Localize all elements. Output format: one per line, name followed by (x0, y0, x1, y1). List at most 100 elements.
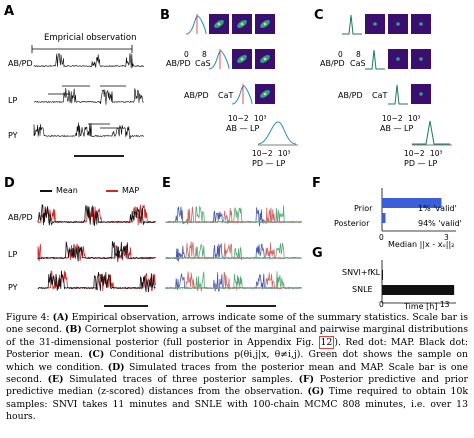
caption-fig-label: Figure 4: (6, 312, 50, 323)
marginal-1 (365, 49, 385, 70)
panel-g-bar-chart (381, 260, 456, 304)
panel-a-trace-label-py: PY (8, 131, 18, 140)
panel-c-param-abpd: AB/PD (320, 59, 345, 68)
panel-c-xlabel-ablp: AB — LP (380, 124, 414, 133)
trace-lp (33, 87, 145, 105)
sample-2-py (165, 271, 302, 292)
caption-c-text: Conditional distributions p(θi,j|x, θ≠i,… (6, 349, 468, 373)
panel-b-param-abpd: AB/PD (166, 59, 191, 68)
trace-mean-py (37, 270, 156, 293)
panel-b-xtick-high-2: 10³ (278, 149, 291, 158)
panel-b-tick-0: 0 (184, 50, 189, 59)
bottom-marginal-curve (412, 120, 450, 145)
panel-c-tick-8: 8 (356, 50, 361, 59)
panel-g-bar-1 (382, 285, 455, 295)
panel-f-category-posterior: Posterior (334, 219, 370, 228)
figure-caption: Figure 4: (A) Empirical observation, arr… (6, 312, 468, 424)
panel-letter-a: A (4, 4, 15, 19)
panel-c-param-abpd-2: AB/PD (338, 91, 363, 100)
trace-mean-lp (37, 241, 156, 262)
caption-a-text: Empirical observation, arrows indicate s… (6, 312, 468, 336)
panel-d-trace-label-abpd: AB/PD (8, 213, 33, 222)
panel-g-xlabel: Time [h] (404, 302, 438, 311)
panel-b-xlabel-pdlp: PD — LP (252, 159, 286, 168)
panel-a-title: Empricial observation (44, 33, 137, 43)
sample-2-lp (165, 242, 302, 261)
panel-b-param-abpd-2: AB/PD (184, 91, 209, 100)
density-core-2-3 (263, 92, 267, 96)
bottom-marginal-curve (257, 121, 297, 145)
panel-letter-d: D (4, 176, 15, 191)
caption-a-tag: (A) (52, 312, 69, 323)
caption-b-ref-link[interactable]: 12 (318, 335, 335, 349)
panel-g-category-snvi: SNVI+fKL (342, 268, 381, 277)
caption-f-tag: (F) (298, 374, 315, 386)
panel-c-xtick-high-2: 10³ (430, 149, 443, 158)
panel-d-simulated-traces (37, 203, 156, 307)
density-core-1-3 (263, 57, 267, 61)
panel-letter-b: B (160, 8, 170, 23)
caption-b-tag: (B) (65, 324, 82, 336)
panel-f-category-prior: Prior (354, 204, 373, 213)
panel-b-param-cat: CaT (218, 91, 234, 100)
panel-letter-f: F (312, 176, 321, 191)
caption-d-text: Simulated traces from the posterior mean… (6, 361, 468, 386)
panel-c-xtick-low-2: 10−2 (404, 149, 425, 158)
caption-b-text: Cornerplot showing a subset of the margi… (6, 324, 468, 348)
panel-b-xtick-low-1: 10−2 (228, 114, 249, 123)
marginal-2 (231, 85, 253, 105)
caption-d-tag: (D) (107, 361, 125, 373)
caption-c-tag: (C) (88, 349, 105, 361)
marginal-0 (342, 14, 362, 35)
panel-c-conditionals (342, 14, 431, 105)
panel-f-xtick-3: 3 (444, 233, 449, 242)
panel-d-trace-label-lp: LP (8, 250, 18, 259)
panel-c-param-cas: CaS (350, 59, 366, 68)
density-core-1-2 (240, 57, 244, 61)
density-core-0-1 (217, 22, 221, 26)
cond-dot-0-2 (396, 22, 400, 26)
marginal-2 (388, 84, 408, 105)
panel-c-xtick-high-1: 10³ (408, 114, 421, 123)
panel-b-xlabel-ablp: AB — LP (226, 124, 260, 133)
panel-b-xtick-high-1: 10³ (254, 114, 267, 123)
cond-dot-0-1 (373, 22, 377, 26)
panel-f-bar-1 (382, 213, 386, 223)
cond-dot-2-3 (419, 92, 423, 96)
sample-1-abpd (165, 206, 302, 225)
panel-c-xlabel-pdlp: PD — LP (404, 159, 438, 168)
sample-2-abpd (165, 205, 302, 224)
trace-py (33, 122, 144, 140)
panel-g-category-snle: SNLE (352, 285, 373, 294)
panel-b-xtick-low-2: 10−2 (252, 149, 273, 158)
panel-a-arrows (31, 45, 133, 157)
panel-b-tick-8: 8 (202, 50, 207, 59)
panel-d-legend (40, 190, 118, 192)
panel-c-xtick-low-1: 10−2 (382, 114, 403, 123)
marginal-1 (208, 50, 230, 70)
cond-dot-1-2 (396, 57, 400, 61)
caption-b-text2: ). Red dot: MAP. Black dot: Posterior me… (6, 336, 468, 361)
caption-e-text: Simulated traces of three posterior samp… (63, 374, 299, 386)
panel-a-trace-label-lp: LP (8, 96, 18, 105)
panel-g-xtick-0: 0 (379, 300, 384, 309)
trace-abpd (33, 53, 145, 69)
panel-f-bar-0 (382, 198, 442, 208)
panel-d-legend-mean: Mean (56, 186, 78, 195)
caption-f-text: Posterior predictive and prior predictiv… (6, 374, 468, 398)
panel-b-cornerplot (185, 14, 275, 105)
panel-d-trace-label-py: PY (8, 283, 18, 292)
trace-mean-abpd (37, 203, 156, 226)
cond-dot-1-3 (419, 57, 423, 61)
marginal-0 (185, 15, 207, 35)
panel-b-param-cas: CaS (195, 59, 211, 68)
caption-g-text: Time required to obtain 10k samples: SNV… (6, 386, 468, 423)
panel-a-voltage-traces (33, 53, 145, 140)
density-core-0-2 (240, 22, 244, 26)
panel-f-bar-chart (381, 188, 456, 232)
panel-a-trace-label-abpd: AB/PD (8, 59, 33, 68)
panel-c-tick-0: 0 (338, 50, 343, 59)
panel-f-annotation-posterior: 94% 'valid' (418, 219, 462, 228)
panel-g-bar-0 (382, 270, 383, 280)
panel-g-xtick-13: 13 (440, 300, 450, 309)
